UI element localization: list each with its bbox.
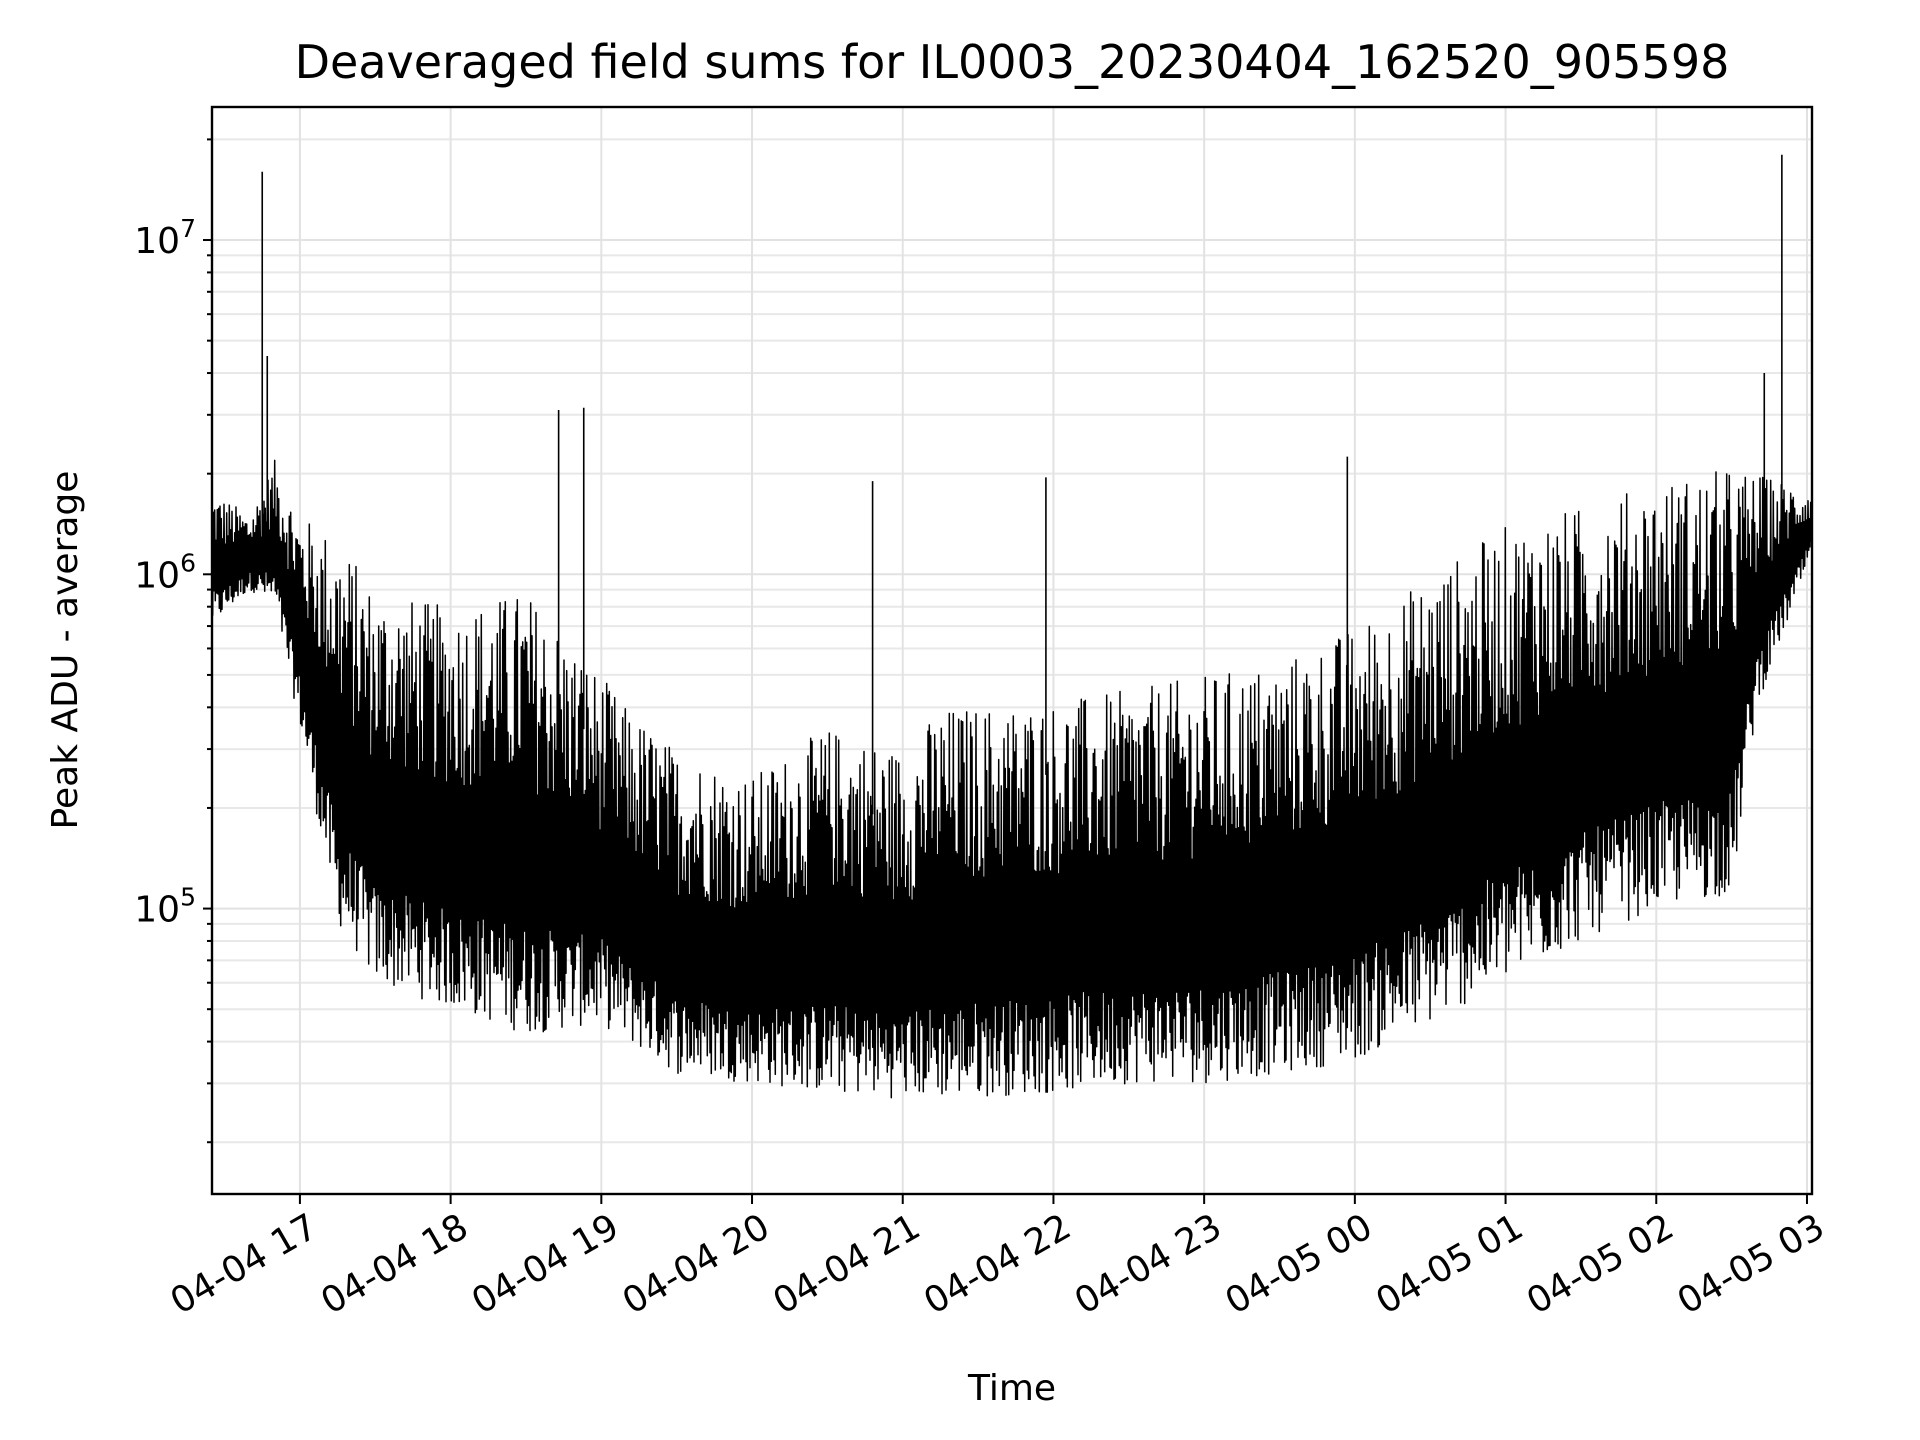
plot-frame: [210, 105, 1814, 1196]
y-tick-label: 106: [134, 548, 196, 596]
y-axis: 105 106 107: [134, 138, 212, 1144]
series-layer: [211, 154, 1813, 1099]
x-axis-label: Time: [967, 1368, 1056, 1409]
y-axis-label: Peak ADU - average: [45, 471, 86, 830]
y-tick-label: 107: [134, 214, 196, 262]
series-line: [211, 459, 1813, 1099]
y-tick-label: 105: [134, 883, 196, 931]
chart-title: Deaveraged field sums for IL0003_2023040…: [295, 35, 1730, 89]
